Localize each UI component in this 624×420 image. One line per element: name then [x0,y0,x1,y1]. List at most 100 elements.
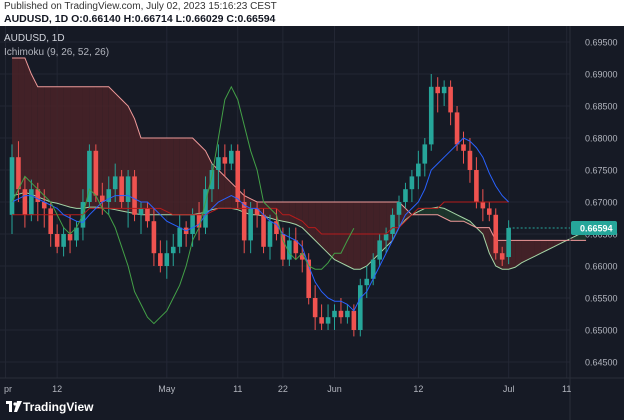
cloud-segment-14 [102,86,109,209]
cloud-segment-64 [424,208,432,215]
candle-body-37 [248,208,253,241]
candle-body-14 [100,195,105,202]
cloud-segment-84 [553,240,561,247]
candle-body-62 [409,176,415,190]
candle-body-71 [467,150,473,170]
cloud-segment-65 [431,207,438,215]
candle-body-15 [106,189,112,202]
candle-body-8 [61,234,66,247]
candle-body-25 [170,246,176,254]
candle-body-34 [229,150,234,164]
candle-body-74 [487,208,492,215]
candle-body-63 [416,163,421,177]
candle-body-33 [222,157,228,164]
cloud-segment-9 [70,86,77,209]
cloud-segment-69 [457,214,464,222]
candle-body-6 [48,208,53,234]
legend-symbol[interactable]: AUDUSD, 1D [4,33,65,44]
x-tick-label-5: Jun [327,384,342,394]
chikou-span-line [11,85,355,325]
candle-body-44 [293,240,299,254]
legend-indicator[interactable]: Ichimoku (9, 26, 52, 26) [4,47,110,58]
cloud-segment-83 [547,240,554,250]
candle-body-12 [87,150,92,202]
candle-body-51 [338,310,344,318]
y-tick-label-1: 0.65000 [585,326,618,336]
cloud-segment-4 [37,86,45,200]
candle-body-72 [474,170,479,202]
cloud-segment-63 [418,208,425,215]
candle-body-13 [93,150,99,196]
cloud-segment-46 [308,202,316,241]
candle-body-40 [267,221,273,247]
candle-body-29 [196,214,202,228]
y-tick-label-6: 0.67500 [585,166,618,176]
cloud-segment-52 [347,202,354,270]
candle-body-7 [54,234,60,247]
candle-body-5 [41,202,47,209]
cloud-segment-53 [353,202,361,270]
published-info: Published on TradingView.com, July 02, 2… [4,1,277,12]
candle-body-61 [403,189,408,202]
candle-body-69 [454,112,460,145]
cloud-segment-10 [76,86,83,209]
cloud-segment-20 [141,138,148,215]
candle-body-54 [358,285,363,330]
x-tick-label-2: May [158,384,176,394]
y-tick-label-5: 0.67000 [585,198,618,208]
kijun-sen-line [12,201,509,235]
candle-body-41 [274,221,279,234]
cloud-segment-3 [31,74,38,197]
candle-body-32 [216,157,221,170]
y-tick-label-7: 0.68000 [585,134,618,144]
candle-body-35 [235,150,241,202]
tradingview-logo-icon [6,401,22,412]
candle-body-30 [203,189,208,228]
price-chart[interactable]: 0.645000.650000.655000.660000.665000.670… [0,26,624,420]
cloud-segment-87 [573,234,580,241]
cloud-segment-49 [328,202,335,260]
cloud-segment-82 [540,240,548,254]
x-tick-label-6: 12 [413,384,423,394]
cloud-segment-70 [463,218,470,225]
candle-body-17 [119,176,124,202]
cloud-segment-61 [405,208,412,220]
cloud-segment-25 [173,138,180,215]
candle-body-45 [299,253,305,260]
y-tick-label-2: 0.65500 [585,294,618,304]
candle-body-42 [280,234,286,260]
last-price-tag [571,220,617,235]
candle-body-68 [448,86,453,113]
candle-body-38 [254,208,260,215]
cloud-segment-28 [192,138,200,215]
cloud-segment-50 [334,202,341,263]
candle-body-59 [390,214,395,234]
chart-area[interactable]: 0.645000.650000.655000.660000.665000.670… [0,26,624,420]
cloud-segment-5 [44,86,51,202]
candle-body-18 [125,176,131,202]
cloud-segment-48 [321,202,329,254]
y-tick-label-10: 0.69500 [585,38,618,48]
x-tick-label-4: 22 [278,384,288,394]
cloud-segment-21 [147,138,154,215]
cloud-segment-6 [50,86,58,204]
cloud-segment-44 [295,202,303,228]
candle-body-66 [435,86,440,94]
candle-body-43 [287,240,292,260]
candle-body-73 [480,202,486,209]
candle-body-67 [441,86,447,94]
cloud-segment-27 [186,138,193,215]
cloud-segment-47 [315,202,322,247]
candle-body-16 [112,176,118,190]
candle-body-50 [332,310,337,318]
x-tick-label-0: pr [4,384,12,394]
candle-body-22 [151,221,157,254]
ohlc-line: AUDUSD, 1D O:0.66140 H:0.66714 L:0.66029… [4,13,276,25]
candle-body-52 [345,310,350,318]
candle-body-49 [325,317,331,324]
cloud-segment-32 [218,170,225,209]
cloud-segment-23 [160,138,167,215]
candle-body-64 [422,144,428,164]
cloud-segment-74 [489,227,496,266]
tradingview-brand: TradingView [23,400,94,414]
